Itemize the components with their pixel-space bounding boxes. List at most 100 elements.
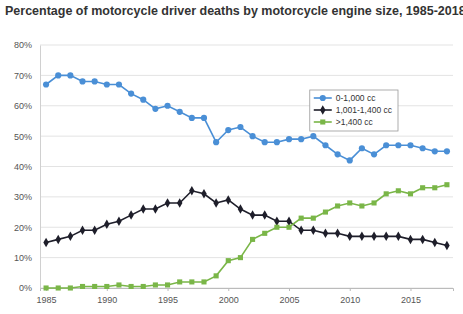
- y-tick: 30%: [14, 192, 40, 202]
- data-point: [408, 191, 413, 196]
- legend-label: 1,001-1,400 cc: [336, 105, 393, 115]
- x-tick-label: 2005: [279, 295, 299, 305]
- data-point: [213, 198, 218, 207]
- data-point: [359, 232, 364, 241]
- y-tick-label: 50%: [14, 132, 32, 142]
- data-point: [225, 127, 231, 133]
- series-line: [46, 191, 447, 246]
- x-tick: 2000: [219, 288, 239, 305]
- data-point: [116, 282, 121, 287]
- legend-item: >1,400 cc: [314, 117, 374, 127]
- x-tick-label: 1995: [158, 295, 178, 305]
- grid-line: [40, 45, 453, 46]
- data-point: [237, 124, 243, 130]
- data-point: [408, 235, 413, 244]
- data-point: [201, 279, 206, 284]
- data-point: [104, 219, 109, 228]
- y-tick: 20%: [14, 223, 40, 233]
- data-point: [444, 182, 449, 187]
- data-point: [201, 189, 206, 198]
- data-point: [177, 198, 182, 207]
- data-point: [238, 204, 243, 213]
- y-tick: 10%: [14, 253, 40, 263]
- y-tick-label: 40%: [14, 162, 32, 172]
- data-point: [286, 225, 291, 230]
- data-point: [189, 186, 194, 195]
- x-tick: 2010: [340, 288, 360, 305]
- y-tick-label: 60%: [14, 101, 32, 111]
- y-tick-label: 80%: [14, 40, 32, 50]
- data-point: [432, 238, 437, 247]
- data-point: [311, 226, 316, 235]
- data-point: [395, 142, 401, 148]
- data-point: [347, 232, 352, 241]
- x-axis-line: [41, 289, 454, 292]
- data-point: [274, 139, 280, 145]
- data-point: [347, 200, 352, 205]
- data-point: [140, 97, 146, 103]
- data-point: [262, 210, 267, 219]
- data-point: [104, 81, 110, 87]
- grid: [40, 45, 453, 288]
- data-point: [274, 216, 279, 225]
- plot-area: [43, 72, 450, 290]
- data-point: [141, 204, 146, 213]
- data-point: [383, 142, 389, 148]
- data-point: [420, 145, 426, 151]
- data-point: [104, 284, 109, 289]
- data-point: [310, 133, 316, 139]
- data-point: [128, 91, 134, 97]
- legend-item: 1,001-1,400 cc: [314, 105, 393, 115]
- data-point: [43, 81, 49, 87]
- data-point: [165, 198, 170, 207]
- data-point: [92, 78, 98, 84]
- data-point: [238, 255, 243, 260]
- series-markers: [43, 186, 449, 250]
- grid-line: [40, 166, 453, 167]
- data-point: [43, 238, 48, 247]
- y-tick-label: 20%: [14, 223, 32, 233]
- data-point: [67, 72, 73, 78]
- y-tick: 70%: [14, 71, 40, 81]
- chart-container: Percentage of motorcycle driver deaths b…: [0, 0, 463, 314]
- data-point: [407, 142, 413, 148]
- data-point: [201, 115, 207, 121]
- data-point: [432, 148, 438, 154]
- data-point: [153, 282, 158, 287]
- x-tick: 2015: [401, 288, 421, 305]
- data-point: [359, 203, 364, 208]
- data-point: [371, 151, 377, 157]
- grid-line: [40, 196, 453, 197]
- y-axis-line: [40, 46, 41, 289]
- data-point: [80, 226, 85, 235]
- data-point: [56, 285, 61, 290]
- data-point: [153, 204, 158, 213]
- data-point: [129, 284, 134, 289]
- x-tick-label: 1990: [97, 295, 117, 305]
- grid-line: [40, 75, 453, 76]
- series-markers: [44, 182, 450, 290]
- data-point: [347, 157, 353, 163]
- x-tick-mark: [289, 288, 290, 291]
- legend-box: [310, 90, 398, 131]
- legend-label: 0-1,000 cc: [336, 93, 376, 103]
- data-point: [322, 142, 328, 148]
- data-point: [177, 279, 182, 284]
- data-point: [55, 235, 60, 244]
- y-tick: 0%: [19, 283, 40, 293]
- data-point: [359, 145, 365, 151]
- data-point: [371, 232, 376, 241]
- data-point: [311, 216, 316, 221]
- y-tick-label: 0%: [19, 283, 32, 293]
- data-point: [299, 216, 304, 221]
- data-point: [262, 139, 268, 145]
- legend-swatch-marker: [320, 119, 325, 124]
- chart-title: Percentage of motorcycle driver deaths b…: [5, 4, 463, 18]
- data-point: [335, 203, 340, 208]
- data-point: [420, 235, 425, 244]
- data-point: [116, 216, 121, 225]
- data-point: [286, 136, 292, 142]
- data-point: [444, 241, 449, 250]
- data-point: [250, 237, 255, 242]
- data-point: [371, 200, 376, 205]
